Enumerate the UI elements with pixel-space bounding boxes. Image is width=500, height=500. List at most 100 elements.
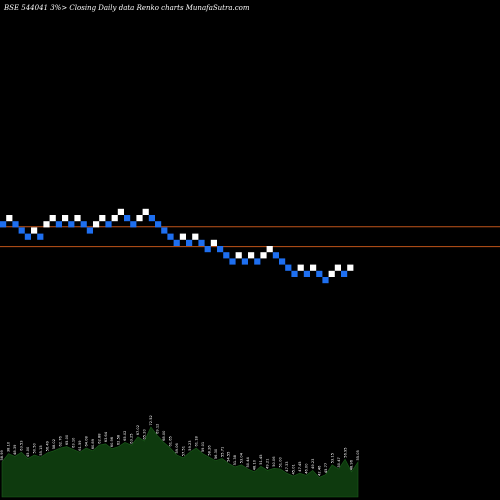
renko-bricks <box>0 208 354 284</box>
renko-brick-up <box>43 221 50 228</box>
renko-brick-up <box>117 208 124 215</box>
renko-brick-up <box>266 246 273 253</box>
volume-label: 48.96 <box>350 459 354 470</box>
renko-brick-up <box>6 215 13 222</box>
volume-label: 58.26 <box>207 445 211 456</box>
volume-label: 58.99 <box>0 449 4 460</box>
volume-label: 56.49 <box>46 440 50 451</box>
volume-label: 49.21 <box>266 459 270 469</box>
volume-label: 61.59 <box>78 440 82 451</box>
volume-label: 65.00 <box>65 434 69 445</box>
renko-brick-up <box>99 215 106 222</box>
volume-label: 72.52 <box>149 415 153 425</box>
renko-brick-down <box>148 215 155 222</box>
renko-brick-down <box>155 221 162 228</box>
renko-brick-down <box>303 270 310 277</box>
renko-brick-up <box>179 233 186 240</box>
renko-brick-down <box>291 270 298 277</box>
renko-brick-down <box>322 277 329 284</box>
renko-brick-up <box>192 233 199 240</box>
renko-brick-up <box>347 264 354 271</box>
volume-label: 55.71 <box>220 447 224 457</box>
renko-brick-down <box>279 258 286 265</box>
renko-brick-up <box>328 270 335 277</box>
renko-brick-up <box>31 227 38 234</box>
volume-label: 50.50 <box>33 442 37 453</box>
renko-brick-up <box>93 221 100 228</box>
renko-brick-up <box>210 239 217 246</box>
volume-label: 54.55 <box>227 452 231 462</box>
renko-brick-up <box>260 252 267 259</box>
renko-brick-down <box>124 215 131 222</box>
volume-label: 50.47 <box>337 457 341 467</box>
renko-brick-up <box>62 215 69 222</box>
renko-brick-up <box>248 252 255 259</box>
volume-label: 62.58 <box>117 434 121 445</box>
renko-brick-down <box>204 246 211 253</box>
volume-label: 59.01 <box>201 442 205 452</box>
renko-brick-down <box>167 233 174 240</box>
volume-label: 42.46 <box>317 465 321 476</box>
volume-label: 62.88 <box>97 433 101 444</box>
renko-brick-down <box>254 258 261 265</box>
volume-label: 60.96 <box>110 436 114 447</box>
renko-brick-down <box>229 258 236 265</box>
volume-label: 56.95 <box>343 447 347 457</box>
volume-label: 50.06 <box>272 456 276 467</box>
volume-label: 45.01 <box>292 464 296 474</box>
renko-brick-down <box>173 239 180 246</box>
volume-label: 38.10 <box>7 441 11 452</box>
volume-label: 56.30 <box>214 448 218 459</box>
renko-brick-down <box>316 270 323 277</box>
renko-brick-up <box>310 264 317 271</box>
volume-label: 45.00 <box>26 446 30 457</box>
renko-brick-down <box>130 221 137 228</box>
renko-brick-down <box>0 221 7 228</box>
volume-label: 63.53 <box>20 440 24 450</box>
renko-brick-down <box>198 239 205 246</box>
renko-brick-down <box>223 252 230 259</box>
renko-brick-down <box>18 227 25 234</box>
volume-label: 59.06 <box>175 442 179 453</box>
volume-series <box>1 426 359 498</box>
volume-label: 62.76 <box>59 435 63 446</box>
renko-brick-down <box>186 239 193 246</box>
volume-label: 53.04 <box>240 452 244 463</box>
volume-label: 49.23 <box>311 459 315 469</box>
renko-brick-down <box>86 227 93 234</box>
renko-brick-down <box>105 221 112 228</box>
renko-brick-down <box>341 270 348 277</box>
chart-title: BSE 544041 3%> Closing Daily data Renko … <box>3 4 250 12</box>
volume-label: 61.18 <box>194 435 198 446</box>
renko-brick-up <box>235 252 242 259</box>
volume-label: 48.39 <box>13 444 17 455</box>
volume-label: 65.02 <box>123 431 127 441</box>
renko-brick-up <box>74 215 81 222</box>
volume-label: 45.77 <box>324 463 328 473</box>
renko-brick-up <box>111 215 118 222</box>
renko-brick-down <box>272 252 279 259</box>
volume-label: 48.10 <box>253 459 257 470</box>
volume-label: 51.45 <box>259 454 263 464</box>
renko-brick-down <box>285 264 292 271</box>
volume-label: 51.00 <box>279 456 283 467</box>
volume-label: 50.44 <box>246 456 250 467</box>
volume-label: 53.15 <box>330 453 334 463</box>
renko-brick-up <box>136 215 143 222</box>
volume-label: 67.02 <box>136 425 140 435</box>
volume-label: 64.08 <box>84 435 88 446</box>
volume-label: 55.05 <box>356 450 360 460</box>
renko-brick-down <box>80 221 87 228</box>
renko-brick-down <box>161 227 168 234</box>
volume-label: 68.00 <box>162 430 166 441</box>
renko-brick-down <box>217 246 224 253</box>
volume-label: 69.12 <box>156 424 160 434</box>
renko-brick-down <box>24 233 31 240</box>
renko-brick-down <box>37 233 44 240</box>
volume-label: 57.51 <box>181 446 185 456</box>
volume-label: 58.02 <box>52 439 56 449</box>
renko-brick-up <box>297 264 304 271</box>
renko-brick-down <box>12 221 19 228</box>
